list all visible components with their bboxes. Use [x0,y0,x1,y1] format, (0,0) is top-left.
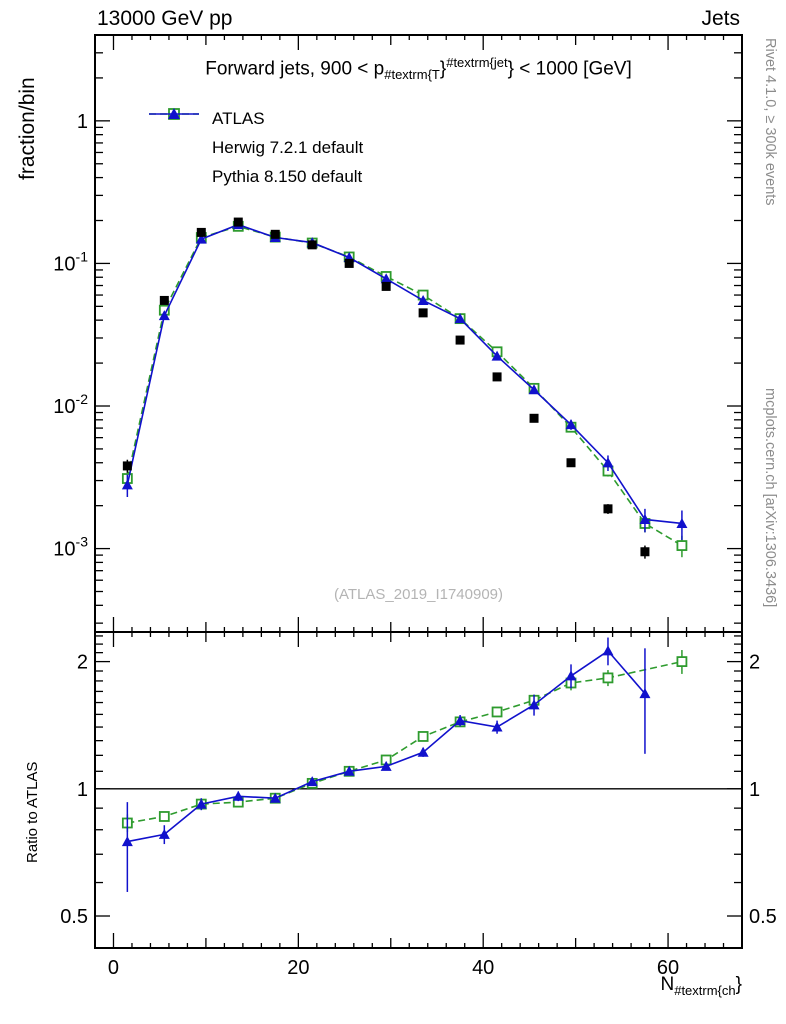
legend-glyph-pythia-8-150-default [149,108,199,119]
plot-title: Forward jets, 900 < p#textrm{T}#textrm{j… [205,55,632,83]
ratio-y-tick-labels: 2 2 1 1 0.5 0.5 [60,652,777,928]
svg-text:60: 60 [657,957,679,979]
herwig-marker-icon [147,108,201,158]
svg-text:1: 1 [77,779,88,801]
svg-text:0: 0 [108,957,119,979]
ratio-panel-y-axis-title: Ratio to ATLAS [24,761,41,863]
rivet-version-note: Rivet 4.1.0, ≥ 300k events [762,38,778,206]
svg-text:0.5: 0.5 [60,906,88,928]
svg-text:20: 20 [287,957,309,979]
svg-text:10-2: 10-2 [53,391,88,418]
svg-text:40: 40 [472,957,494,979]
legend-item-herwig: Herwig 7.2.1 default [147,108,364,162]
legend: ATLAS Herwig 7.2.1 default Pythia 8.150 … [147,104,363,191]
svg-text:1: 1 [749,779,760,801]
analysis-group-label: Jets [701,7,740,30]
svg-text:10-3: 10-3 [53,534,88,561]
series-pythia-8-150-default-ratio [121,637,651,892]
legend-label-pythia: Pythia 8.150 default [212,166,363,186]
panel-frames [94,34,743,949]
svg-text:0.5: 0.5 [749,906,777,928]
top-panel-y-axis-title: fraction/bin [16,77,39,180]
x-axis-title: N#textrm{ch} [660,974,742,998]
svg-text:2: 2 [749,652,760,674]
series-herwig-7-2-1-default [121,220,688,558]
series-herwig-7-2-1-default-ratio [121,650,688,833]
svg-text:10-1: 10-1 [53,248,88,275]
x-tick-labels: 0 20 40 60 [108,957,679,979]
svg-text:1: 1 [77,111,88,133]
mcplots-citation-note: mcplots.cern.ch [arXiv:1306.3436] [762,388,778,608]
series-atlas [122,217,650,559]
top-y-tick-labels: 1 10-1 10-2 10-3 [53,111,88,561]
axis-ticks [95,35,742,948]
svg-text:2: 2 [77,652,88,674]
beam-energy-label: 13000 GeV pp [97,7,233,30]
series-pythia-8-150-default [121,219,688,540]
legend-label-herwig: Herwig 7.2.1 default [212,137,364,157]
legend-item-pythia: Pythia 8.150 default [147,108,363,191]
legend-label-atlas: ATLAS [212,108,265,128]
pythia-marker-icon [147,108,201,187]
analysis-id-watermark: (ATLAS_2019_I1740909) [333,586,503,603]
